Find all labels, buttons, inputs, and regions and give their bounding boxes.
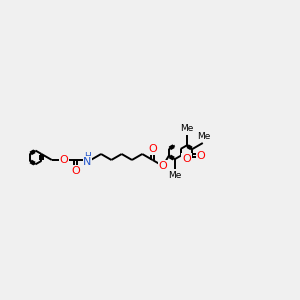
Text: O: O: [196, 151, 205, 161]
Text: N: N: [83, 157, 92, 167]
Text: Me: Me: [168, 171, 182, 180]
Text: Me: Me: [180, 124, 193, 134]
Text: O: O: [182, 154, 191, 164]
Text: O: O: [71, 166, 80, 176]
Text: Me: Me: [197, 132, 210, 141]
Text: H: H: [84, 152, 91, 161]
Text: O: O: [158, 161, 167, 171]
Text: O: O: [59, 155, 68, 165]
Text: O: O: [148, 144, 157, 154]
